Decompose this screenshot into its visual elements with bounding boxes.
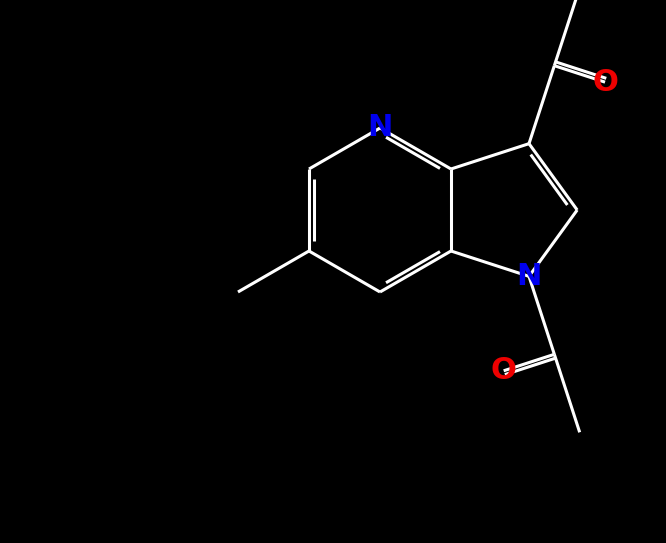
Text: N: N [368,113,393,142]
Text: O: O [592,68,618,97]
Text: N: N [516,262,541,291]
Text: O: O [491,356,517,386]
